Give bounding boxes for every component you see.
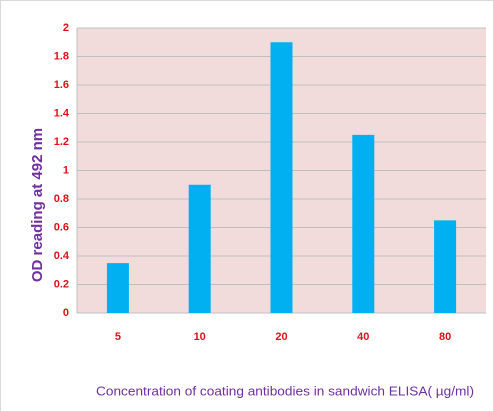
y-tick-label: 0.8 xyxy=(54,193,69,205)
x-tick-label: 5 xyxy=(115,331,121,343)
y-tick-label: 2 xyxy=(63,22,69,34)
y-tick-label: 1 xyxy=(63,164,69,176)
x-tick-label: 20 xyxy=(275,331,287,343)
x-axis-label: Concentration of coating antibodies in s… xyxy=(96,383,474,398)
bar xyxy=(270,42,293,313)
bar xyxy=(188,184,211,313)
y-tick-label: 0.2 xyxy=(54,278,69,290)
bar xyxy=(106,263,129,313)
y-tick-label: 1.6 xyxy=(54,79,69,91)
y-tick-label: 1.4 xyxy=(54,107,70,119)
bar xyxy=(434,220,457,313)
x-tick-label: 40 xyxy=(357,331,369,343)
y-tick-label: 0.6 xyxy=(54,221,69,233)
x-tick-label: 10 xyxy=(194,331,206,343)
x-tick-label: 80 xyxy=(439,331,451,343)
y-tick-label: 1.2 xyxy=(54,136,69,148)
y-tick-label: 1.8 xyxy=(54,50,69,62)
y-tick-label: 0.4 xyxy=(54,250,70,262)
y-tick-label: 0 xyxy=(63,307,69,319)
y-axis-label: OD reading at 492 nm xyxy=(29,128,46,282)
bar xyxy=(352,134,375,313)
